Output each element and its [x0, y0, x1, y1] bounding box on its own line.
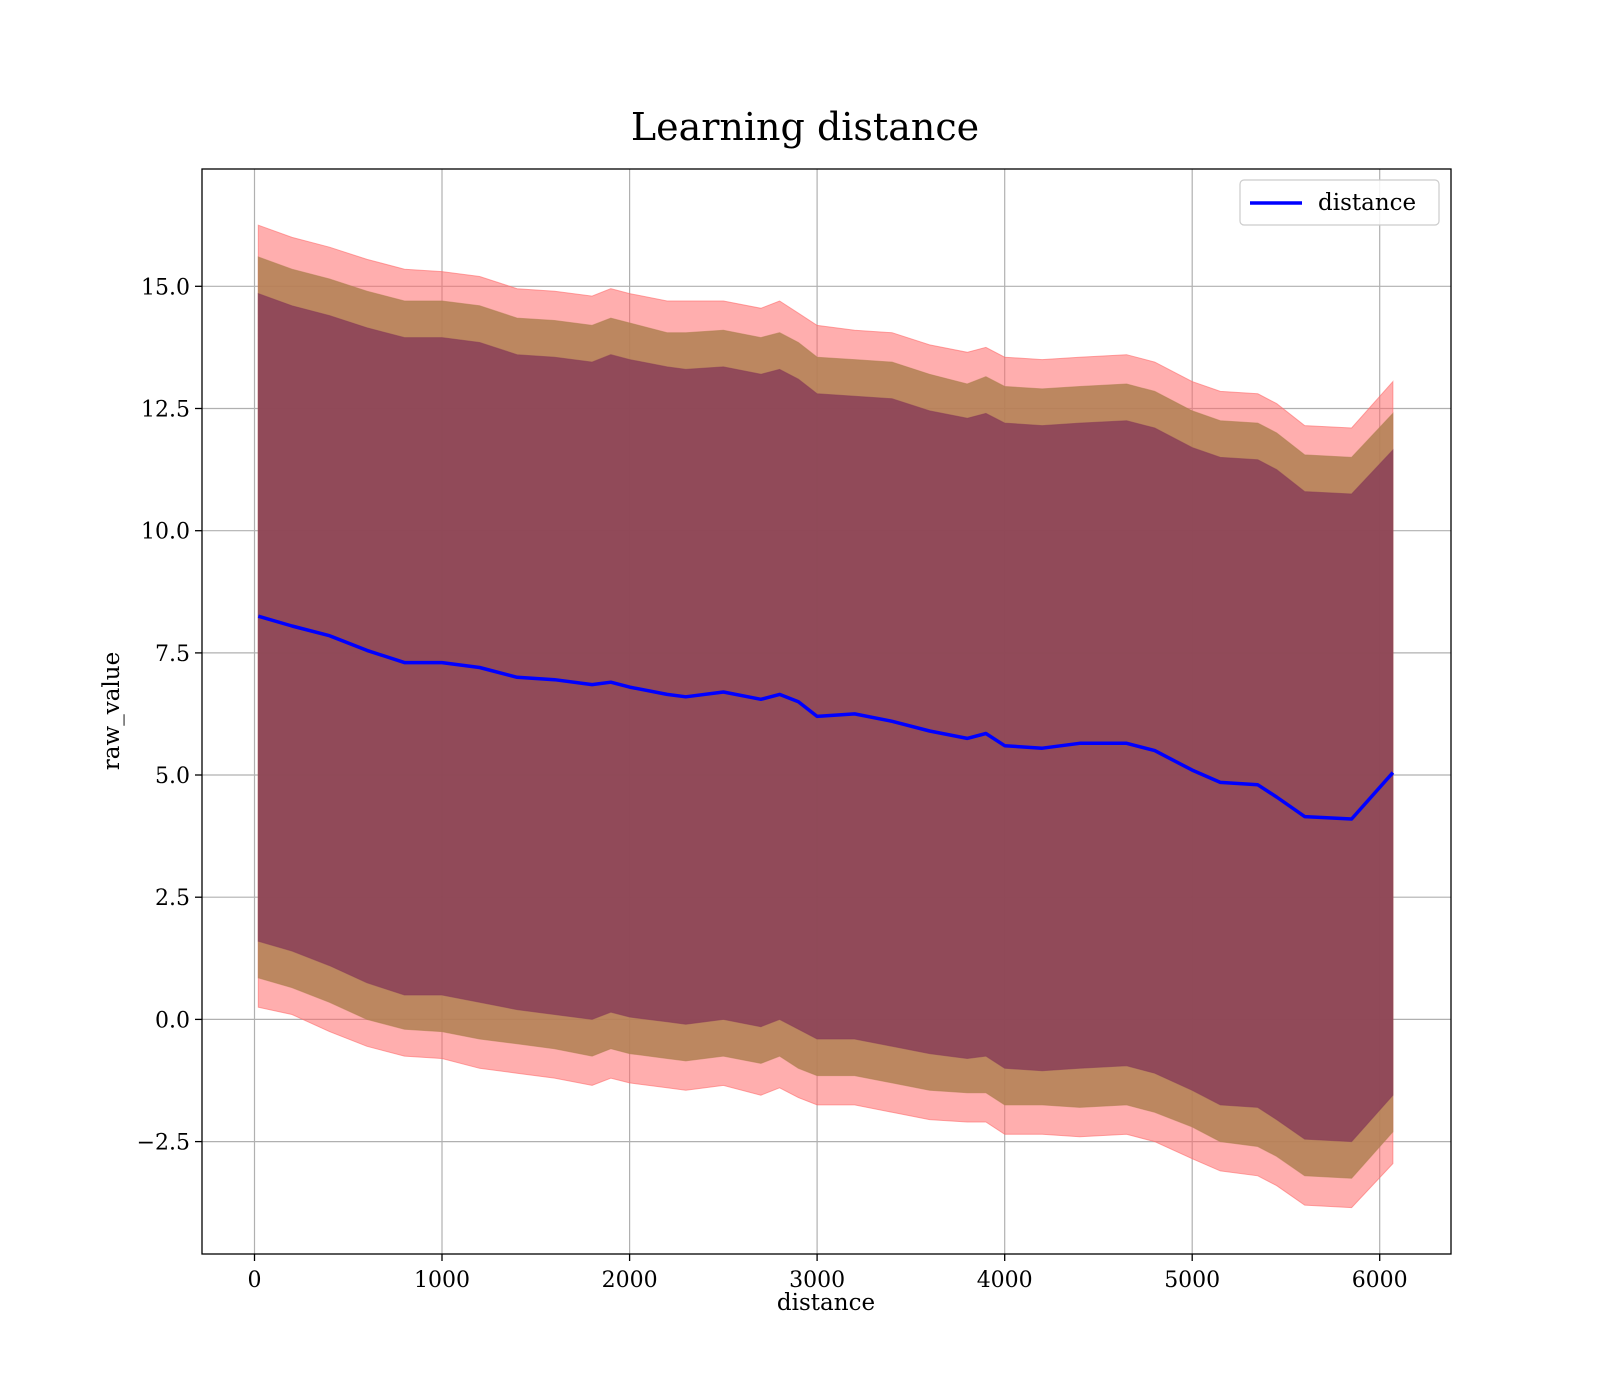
plot-frame — [201, 168, 1452, 1255]
y-tick-label: 2.5 — [155, 886, 190, 911]
x-tick-label: 1000 — [414, 1268, 470, 1293]
x-tick-label: 5000 — [1164, 1268, 1220, 1293]
x-tick-label: 6000 — [1352, 1268, 1408, 1293]
y-tick-label: 10.0 — [141, 520, 190, 545]
legend-box — [1239, 179, 1440, 226]
y-tick-label: 15.0 — [141, 275, 190, 300]
y-tick-label: 5.0 — [155, 764, 190, 789]
x-tick-label: 3000 — [789, 1268, 845, 1293]
x-axis-label: distance — [777, 1290, 875, 1316]
y-axis-label: raw_value — [99, 652, 125, 770]
y-tick-label: 0.0 — [155, 1008, 190, 1033]
x-tick-label: 2000 — [602, 1268, 658, 1293]
y-tick-label: 12.5 — [141, 398, 190, 423]
series-lines — [257, 614, 1395, 821]
band-inner — [257, 292, 1394, 1143]
legend-label-distance: distance — [1318, 190, 1416, 216]
ticks: 0 1000 2000 3000 4000 5000 6000 −2.5 0.0 2.5 5.0 7.… — [137, 275, 1408, 1293]
series-line-distance — [257, 614, 1395, 821]
x-tick-label: 0 — [248, 1268, 262, 1293]
legend: distance — [1239, 179, 1440, 226]
y-tick-label: 7.5 — [155, 642, 190, 667]
y-tick-label: −2.5 — [137, 1131, 190, 1156]
x-tick-label: 4000 — [977, 1268, 1033, 1293]
chart-title: Learning distance — [631, 105, 979, 149]
